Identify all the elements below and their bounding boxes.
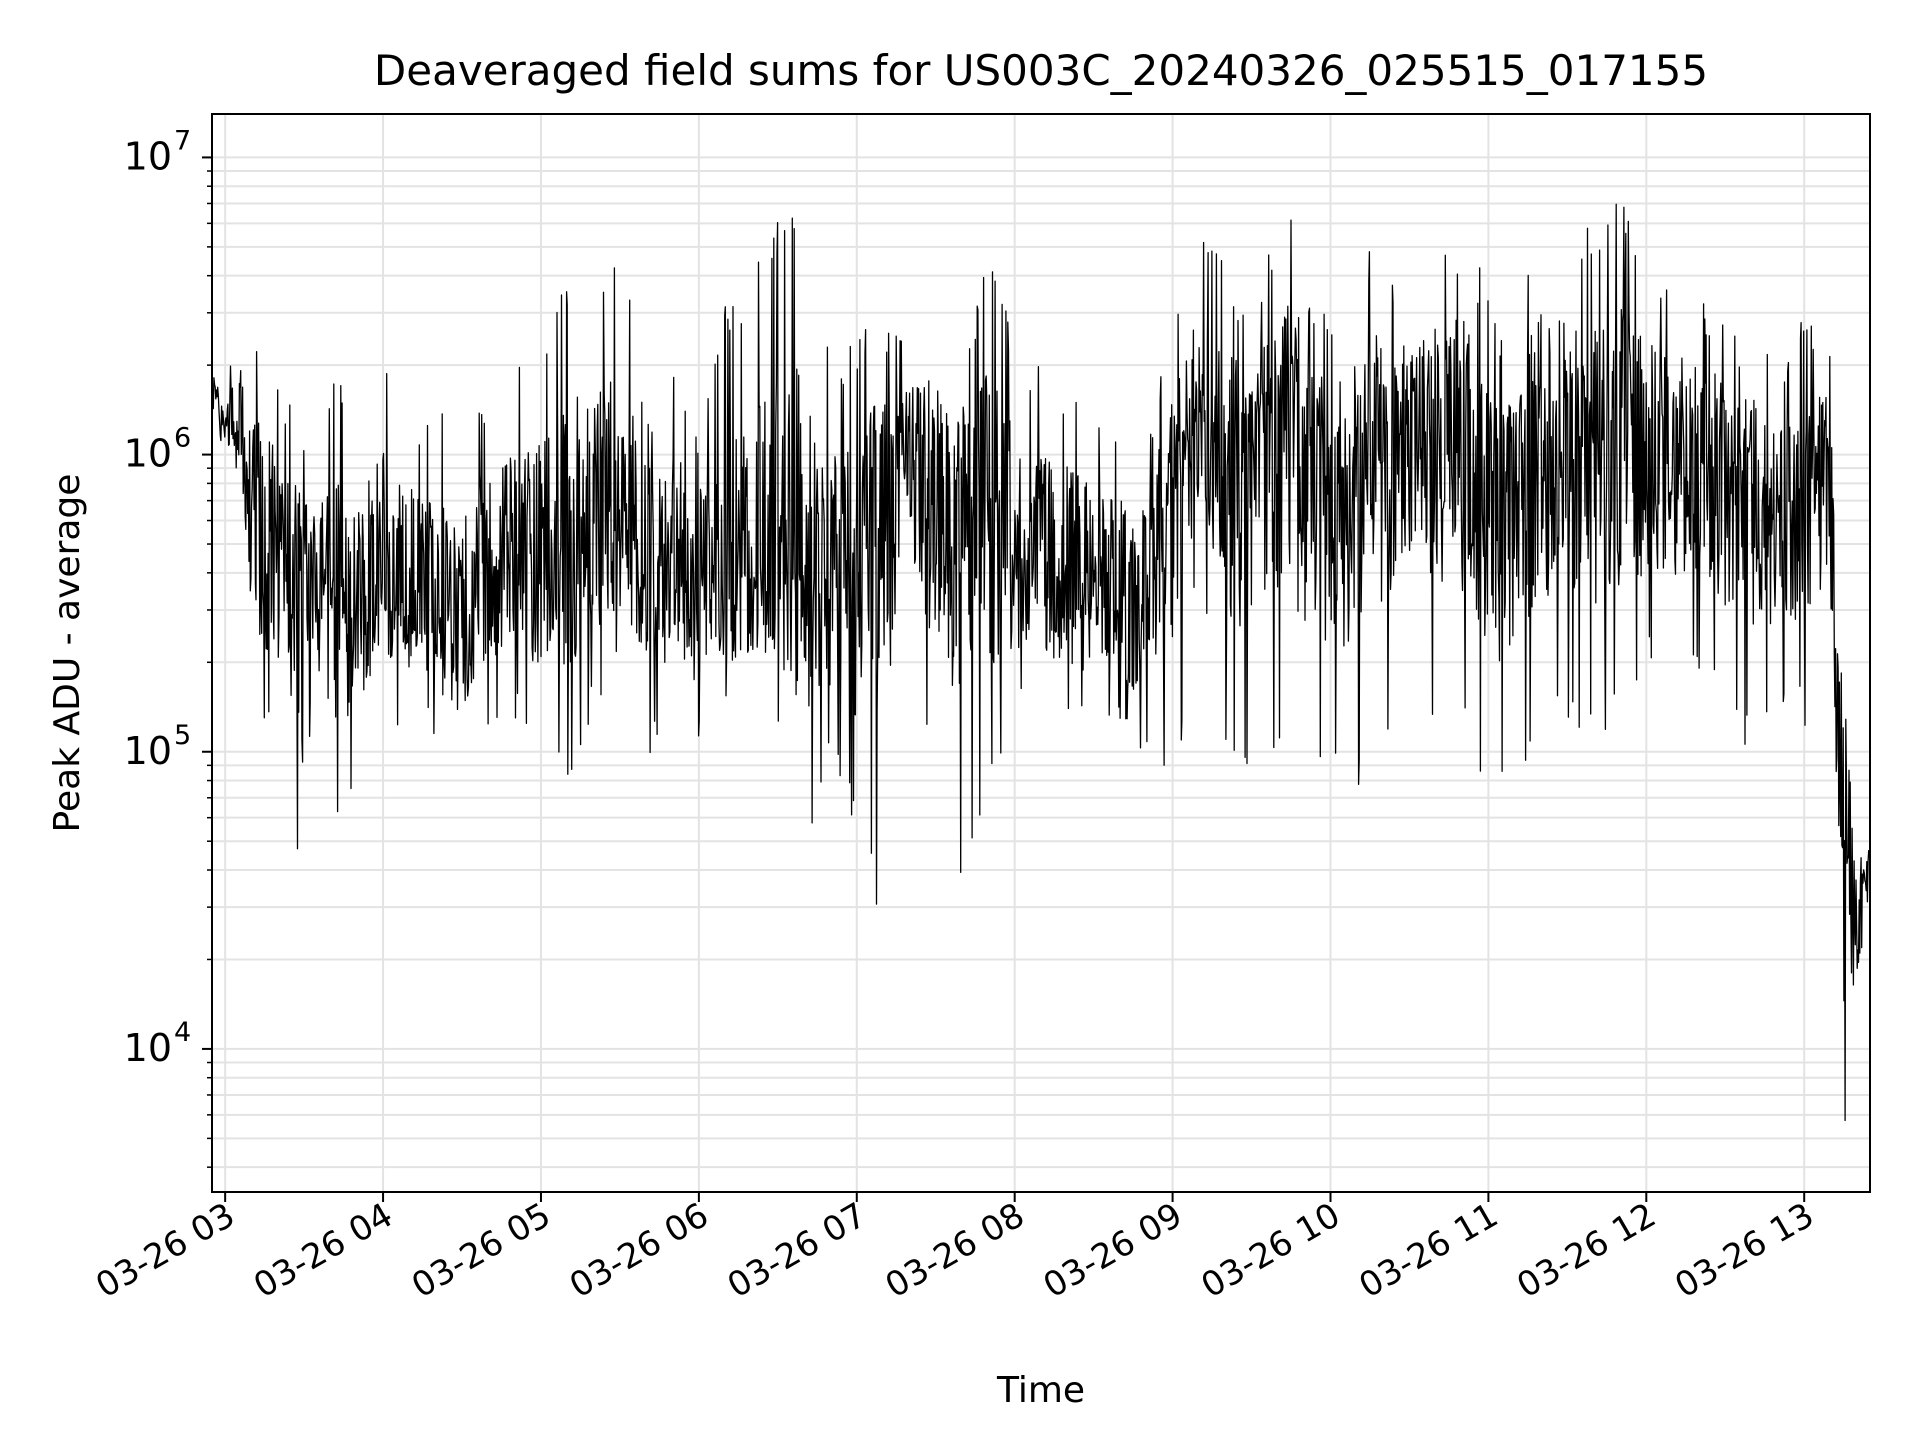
- y-tick-label: 10: [124, 134, 172, 178]
- x-axis-label: Time: [996, 1370, 1085, 1411]
- y-tick-label: 10: [124, 432, 172, 476]
- series-layer: [211, 203, 1871, 1122]
- y-tick-label-exponent: 5: [174, 720, 191, 751]
- y-tick-label-exponent: 7: [174, 125, 191, 156]
- y-tick-label: 10: [124, 1026, 172, 1070]
- y-tick-label-exponent: 6: [174, 423, 191, 454]
- y-tick-label-exponent: 4: [174, 1017, 191, 1048]
- series-line: [211, 203, 1871, 1122]
- y-tick-label: 10: [124, 729, 172, 773]
- chart-title: Deaveraged field sums for US003C_2024032…: [374, 46, 1708, 95]
- y-axis-label: Peak ADU - average: [47, 474, 88, 833]
- plot-frame: [211, 113, 1871, 1193]
